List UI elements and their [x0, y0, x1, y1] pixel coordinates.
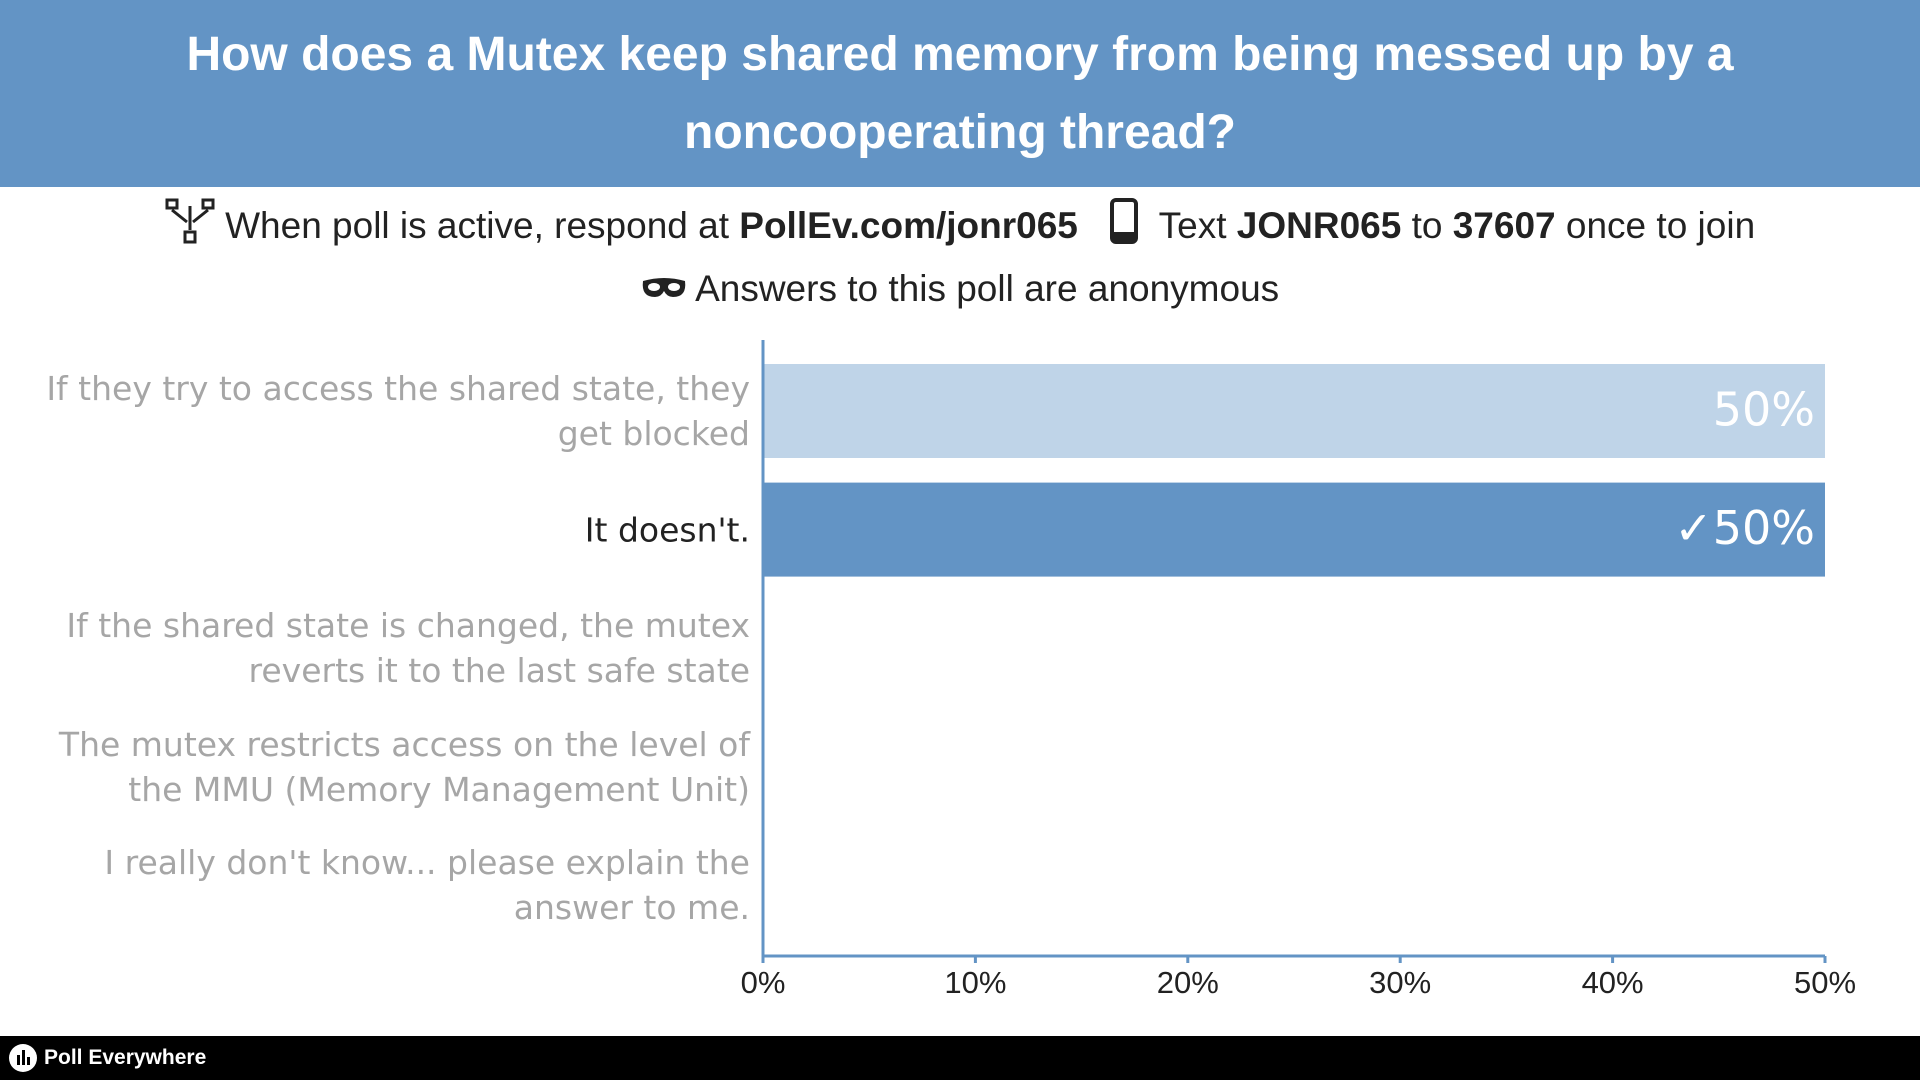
- suffix: once to join: [1565, 205, 1756, 246]
- category-label: It doesn't.: [584, 510, 750, 550]
- url: PollEv.com/jonr065: [739, 205, 1078, 246]
- bar: [763, 482, 1825, 577]
- category-label: If they try to access the shared state, …: [46, 369, 750, 453]
- x-tick-label: 30%: [1369, 965, 1431, 1000]
- brand: Poll Everywhere: [44, 1046, 207, 1069]
- footer: Poll Everywhere: [0, 1036, 1920, 1080]
- header: How does a Mutex keep shared memory from…: [0, 0, 1920, 187]
- number: 37607: [1452, 205, 1556, 246]
- value-label: 50%: [1713, 383, 1815, 437]
- bar: [763, 364, 1825, 458]
- category-label: If the shared state is changed, the mute…: [66, 606, 750, 691]
- text-prefix: Text: [1158, 205, 1227, 246]
- respond-prefix: When poll is active, respond at: [225, 205, 729, 246]
- logo: [9, 1044, 37, 1072]
- web-icon: [165, 198, 215, 244]
- x-tick-label: 50%: [1794, 965, 1856, 1000]
- instructions: When poll is active, respond at PollEv.c…: [0, 198, 1920, 247]
- phone-icon: [1109, 198, 1138, 244]
- code: JONR065: [1236, 205, 1402, 246]
- category-label: I really don't know... please explain th…: [104, 843, 750, 928]
- x-tick-label: 10%: [944, 965, 1006, 1000]
- category-label: The mutex restricts access on the level …: [58, 724, 750, 809]
- x-tick-label: 20%: [1157, 965, 1219, 1000]
- mask-icon: [642, 278, 686, 297]
- anonymous: Answers to this poll are anonymous: [695, 268, 1280, 309]
- to: to: [1411, 205, 1443, 246]
- chart: 50% ✓50% 0% 10% 20% 30% 40% 50%: [741, 340, 1856, 1000]
- x-tick-label: 40%: [1582, 965, 1644, 1000]
- value-label: ✓50%: [1674, 501, 1815, 555]
- title: How does a Mutex keep shared memory from…: [186, 27, 1734, 159]
- x-tick-label: 0%: [741, 965, 786, 1000]
- anonymous-line: Answers to this poll are anonymous: [0, 268, 1920, 310]
